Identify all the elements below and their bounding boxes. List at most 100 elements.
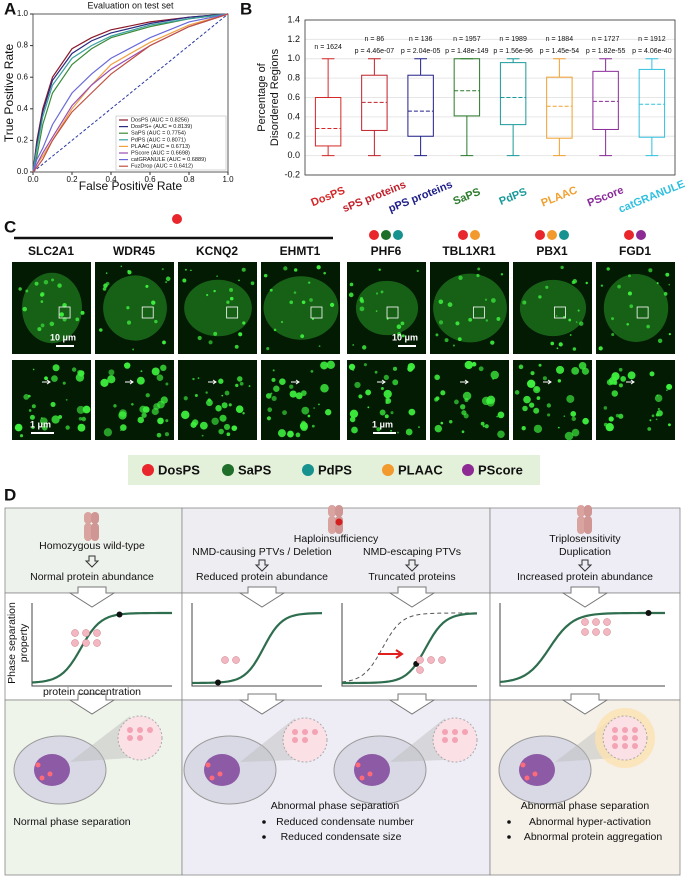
puncta — [126, 320, 132, 325]
puncta — [151, 367, 160, 376]
protein-blob — [427, 656, 435, 664]
protein-blob — [93, 639, 101, 647]
puncta — [349, 282, 354, 287]
puncta — [273, 328, 277, 332]
chromosome — [91, 523, 99, 541]
puncta — [80, 310, 85, 315]
puncta — [440, 421, 444, 425]
y-tick-label: 0.4 — [17, 104, 29, 113]
outcome-text: Normal protein abundance — [30, 571, 154, 583]
puncta — [666, 389, 668, 392]
puncta — [81, 416, 87, 422]
predictor-dot — [535, 230, 545, 240]
puncta — [14, 423, 23, 432]
condensate — [209, 775, 215, 781]
condition-text: Homozygous wild-type — [39, 540, 145, 552]
puncta — [528, 402, 535, 408]
puncta — [464, 360, 473, 370]
legend-label: PLAAC (AUC = 0.6713) — [131, 144, 190, 150]
puncta — [496, 316, 501, 321]
puncta — [59, 312, 64, 317]
micrograph — [178, 360, 257, 440]
protein-blob — [127, 735, 133, 741]
zoom-box — [226, 306, 239, 319]
puncta — [361, 345, 367, 350]
puncta — [649, 419, 652, 422]
protein-label: SLC2A1 — [28, 244, 74, 258]
puncta — [100, 378, 109, 387]
legend-label: PScore (AUC = 0.6698) — [131, 150, 190, 156]
legend-label: catGRANULE (AUC = 0.6889) — [131, 157, 206, 163]
arrow — [377, 379, 386, 385]
scale-bar-label: 10 μm — [392, 332, 418, 342]
puncta — [242, 412, 245, 415]
puncta — [608, 416, 614, 422]
puncta — [223, 423, 231, 431]
state-dot — [215, 679, 221, 686]
puncta — [484, 424, 489, 429]
y-axis-label: Disordered Regions — [269, 48, 281, 146]
puncta — [578, 321, 584, 326]
predictor-dot — [624, 230, 634, 240]
state-dot — [116, 611, 123, 618]
protein-blob — [232, 656, 240, 664]
puncta — [44, 376, 48, 381]
puncta — [151, 407, 159, 416]
puncta — [365, 389, 372, 396]
x-tick-label: SaPS — [452, 186, 483, 208]
y-tick-label: 0.8 — [287, 73, 300, 83]
p-label: p = 1.45e-54 — [540, 48, 580, 55]
puncta — [467, 365, 471, 369]
protein-label: TBL1XR1 — [442, 244, 496, 258]
nucleus — [354, 754, 390, 786]
protein-blob — [632, 743, 638, 749]
protein-blob — [622, 727, 628, 733]
puncta — [316, 265, 321, 270]
result-text: Abnormal phase separation — [271, 800, 400, 812]
flow-chevron — [561, 693, 609, 715]
puncta — [310, 369, 314, 373]
condensate — [532, 771, 538, 777]
puncta — [434, 424, 443, 433]
predictor-dot — [636, 230, 646, 240]
puncta — [190, 269, 192, 272]
puncta — [140, 370, 143, 373]
puncta — [471, 361, 477, 367]
axis-label: property — [18, 623, 30, 662]
p-label: p = 1.48e-149 — [445, 48, 489, 55]
puncta — [349, 409, 359, 418]
puncta — [51, 375, 58, 382]
predictor-dot — [369, 230, 379, 240]
puncta — [605, 422, 614, 432]
puncta — [49, 321, 55, 327]
legend-box — [115, 115, 227, 171]
puncta — [266, 416, 272, 421]
axes — [341, 603, 477, 687]
result-item: Abnormal hyper-activation — [529, 816, 651, 828]
protein-blob — [93, 629, 101, 637]
puncta — [295, 392, 303, 400]
bullet — [507, 820, 511, 824]
puncta — [460, 404, 466, 410]
zoom-box — [310, 306, 323, 319]
chromosome — [328, 505, 336, 517]
y-tick-label: 0.2 — [287, 131, 300, 141]
condensate — [217, 771, 223, 777]
roc-curve — [32, 13, 229, 173]
sigmoid-curve — [341, 612, 478, 685]
puncta — [416, 269, 419, 273]
sigmoid-curve — [341, 612, 478, 683]
puncta — [162, 340, 166, 345]
puncta — [22, 306, 27, 312]
puncta — [282, 410, 287, 416]
puncta — [522, 405, 528, 412]
puncta — [611, 333, 615, 337]
puncta — [491, 298, 496, 303]
puncta — [657, 407, 660, 411]
puncta — [34, 281, 39, 286]
condensate — [39, 775, 45, 781]
puncta — [156, 374, 164, 382]
puncta — [156, 432, 162, 438]
puncta — [160, 396, 168, 404]
chromosome — [91, 512, 99, 524]
